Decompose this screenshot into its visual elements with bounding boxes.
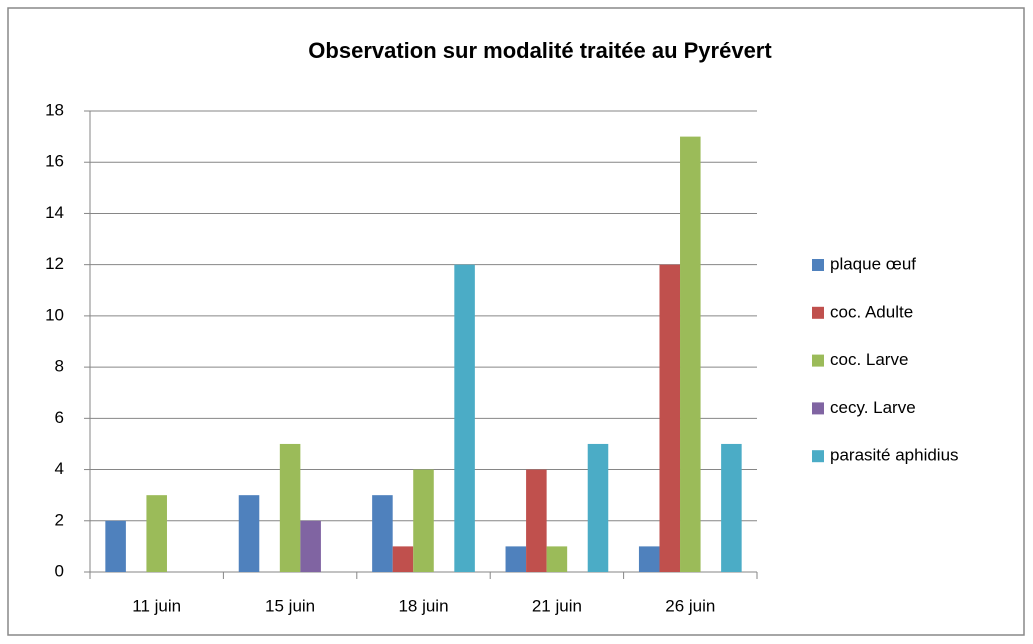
bar xyxy=(526,469,547,572)
bar xyxy=(638,546,660,572)
bar xyxy=(146,495,167,572)
y-tick-label: 2 xyxy=(55,510,64,529)
legend-label: parasité aphidius xyxy=(830,446,959,465)
legend-swatch xyxy=(812,450,824,463)
y-tick-label: 4 xyxy=(55,459,64,478)
y-tick-label: 6 xyxy=(55,408,64,427)
bar xyxy=(721,443,742,572)
x-tick-label: 11 juin xyxy=(132,596,181,615)
legend-swatch xyxy=(812,306,824,319)
x-tick-label: 18 juin xyxy=(398,596,448,615)
bar xyxy=(454,264,475,572)
bar xyxy=(680,136,701,572)
x-tick-label: 26 juin xyxy=(665,596,715,615)
bar xyxy=(279,443,301,572)
bar xyxy=(372,495,393,572)
bar xyxy=(546,546,568,572)
y-tick-label: 16 xyxy=(45,152,64,171)
chart-title: Observation sur modalité traitée au Pyré… xyxy=(308,38,772,63)
legend-label: coc. Larve xyxy=(830,350,908,369)
y-tick-label: 12 xyxy=(45,254,64,273)
bar xyxy=(105,520,126,572)
chart-frame xyxy=(7,7,1025,636)
bar xyxy=(238,495,260,572)
y-tick-label: 14 xyxy=(45,203,64,222)
legend-swatch xyxy=(812,402,824,415)
legend-swatch xyxy=(812,354,824,367)
x-tick-label: 15 juin xyxy=(265,596,315,615)
y-tick-label: 0 xyxy=(55,561,64,580)
bar xyxy=(587,443,609,572)
bar xyxy=(300,520,321,572)
bar xyxy=(392,546,414,572)
x-tick-label: 21 juin xyxy=(532,596,582,615)
bar xyxy=(659,264,681,572)
legend-swatch xyxy=(812,259,824,271)
legend-label: coc. Adulte xyxy=(830,302,913,321)
y-tick-label: 8 xyxy=(55,357,64,376)
y-tick-label: 18 xyxy=(45,100,64,119)
legend-label: plaque œuf xyxy=(830,254,916,273)
y-tick-label: 10 xyxy=(45,305,64,324)
bar xyxy=(413,469,434,572)
legend-label: cecy. Larve xyxy=(830,398,916,417)
bar xyxy=(505,546,527,572)
